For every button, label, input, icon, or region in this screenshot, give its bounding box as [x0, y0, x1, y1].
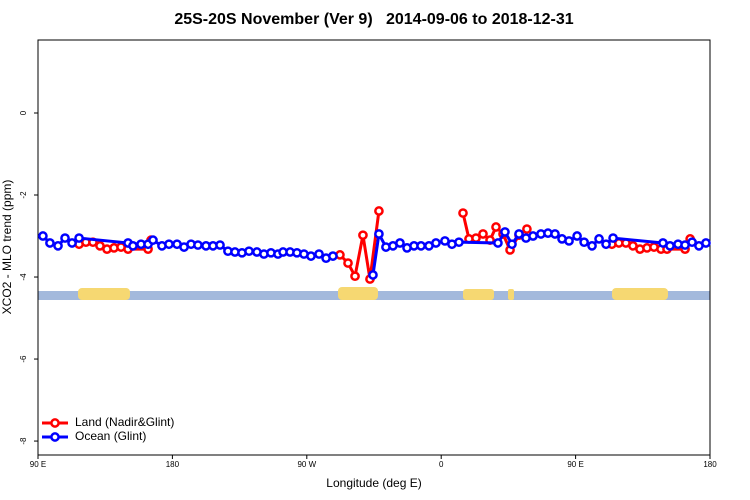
- point: [328, 251, 338, 261]
- point: [416, 241, 426, 251]
- point: [53, 241, 63, 251]
- land-patch: [508, 289, 514, 300]
- point: [164, 239, 174, 250]
- point: [38, 231, 48, 241]
- point: [701, 238, 711, 248]
- legend-label: Ocean (Glint): [75, 429, 146, 443]
- point: [215, 240, 225, 250]
- land-patch: [78, 288, 130, 300]
- point: [343, 258, 353, 268]
- x-tick-label: 90 E: [30, 460, 46, 469]
- point: [687, 237, 697, 248]
- point: [500, 227, 510, 237]
- point: [608, 233, 618, 243]
- point: [374, 229, 384, 239]
- land-patch: [338, 287, 378, 300]
- point: [458, 208, 468, 218]
- point: [128, 241, 138, 251]
- chart-title: 25S-20S November (Ver 9) 2014-09-06 to 2…: [174, 11, 573, 28]
- x-tick-label: 90 W: [297, 460, 316, 469]
- point: [395, 238, 405, 248]
- point: [528, 231, 538, 241]
- x-tick-label: 180: [703, 460, 717, 469]
- point: [507, 239, 517, 250]
- plot-frame: [37, 39, 711, 456]
- x-axis-label: Longitude (deg E): [326, 476, 421, 490]
- point: [493, 238, 503, 248]
- point: [587, 241, 597, 251]
- legend-label: Land (Nadir&Glint): [75, 415, 174, 429]
- point: [579, 237, 589, 248]
- point: [244, 246, 254, 257]
- land-patch: [612, 288, 668, 300]
- point: [564, 236, 574, 246]
- x-tick-label: 180: [166, 460, 180, 469]
- y-tick-label: -2: [19, 191, 28, 199]
- land-patch: [463, 289, 494, 300]
- point: [60, 233, 70, 243]
- point: [594, 234, 604, 244]
- point: [45, 238, 55, 248]
- legend-marker: [50, 432, 60, 442]
- point: [665, 241, 675, 251]
- x-tick-label: 90 E: [567, 460, 583, 469]
- point: [522, 224, 532, 234]
- point: [572, 231, 582, 241]
- point: [314, 249, 324, 259]
- point: [374, 206, 384, 216]
- x-tick-label: 0: [439, 460, 444, 469]
- point: [306, 251, 316, 261]
- y-tick-label: -6: [19, 355, 28, 363]
- point: [368, 270, 378, 280]
- y-tick-label: 0: [19, 110, 28, 115]
- land-ocean-strip: [38, 287, 710, 300]
- point: [601, 239, 611, 250]
- point: [67, 238, 77, 248]
- point: [514, 229, 524, 239]
- y-tick-label: -4: [19, 273, 28, 281]
- point: [431, 238, 441, 248]
- point: [491, 222, 501, 232]
- point: [350, 271, 360, 282]
- legend-marker: [50, 418, 60, 428]
- point: [454, 237, 464, 248]
- y-tick-label: -8: [19, 437, 28, 445]
- point: [74, 233, 84, 243]
- point: [550, 229, 560, 239]
- point: [478, 229, 488, 239]
- point: [148, 235, 158, 245]
- point: [358, 230, 368, 241]
- point: [193, 240, 203, 250]
- y-axis-label: XCO2 - MLO trend (ppm): [0, 180, 14, 315]
